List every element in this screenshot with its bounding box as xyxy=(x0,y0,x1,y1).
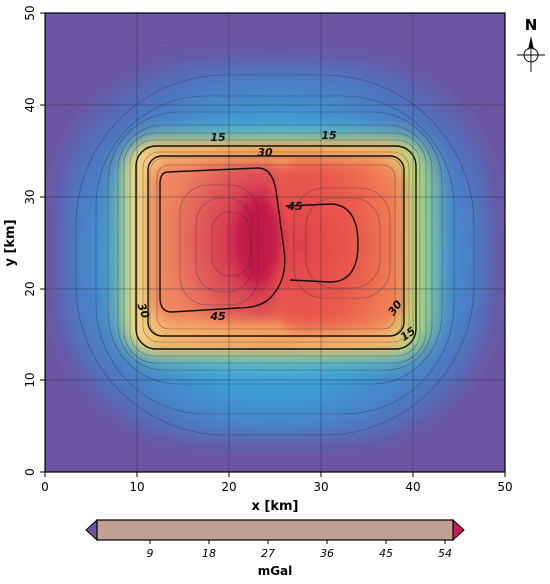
colorbar-bar xyxy=(96,519,454,541)
contour-label: 30 xyxy=(257,146,273,159)
colorbar-tick-label: 36 xyxy=(320,547,334,560)
contour-15 xyxy=(135,145,417,350)
x-tick-label: 30 xyxy=(313,480,328,494)
contour-45-left xyxy=(159,167,286,313)
contour-label: 15 xyxy=(210,131,226,144)
colorbar-tick-label: 54 xyxy=(438,547,452,560)
colorbar-ticks xyxy=(149,540,446,544)
x-tick-label: 20 xyxy=(221,480,236,494)
colorbar-unit-label: mGal xyxy=(258,564,293,578)
colorbar-tick-labels: 9 18 27 36 45 54 xyxy=(147,547,453,560)
compass-icon xyxy=(517,36,545,72)
colorbar-under-triangle xyxy=(85,518,98,542)
colorbar: 9 18 27 36 45 54 mGal xyxy=(85,518,465,578)
y-axis-title: y [km] xyxy=(3,219,18,266)
map-panel: 15 15 15 30 30 30 45 45 xyxy=(45,13,505,472)
y-tick-label: 10 xyxy=(23,372,37,387)
contour-30 xyxy=(147,155,405,337)
colorbar-tick-label: 9 xyxy=(147,547,154,560)
contour-label: 45 xyxy=(209,310,226,323)
y-tick-label: 20 xyxy=(23,281,37,296)
x-tick-label: 50 xyxy=(497,480,512,494)
colorbar-tick-label: 45 xyxy=(379,547,393,560)
major-contours xyxy=(135,145,417,350)
colorbar-tick-label: 27 xyxy=(261,547,275,560)
y-tick-label: 50 xyxy=(23,5,37,20)
grid-lines xyxy=(45,13,505,472)
axis-ticks xyxy=(40,12,506,477)
x-tick-label: 40 xyxy=(405,480,420,494)
x-tick-labels: 0 10 20 30 40 50 xyxy=(41,480,512,494)
x-axis-title: x [km] xyxy=(252,499,299,514)
minor-contours xyxy=(75,74,475,436)
y-tick-label: 0 xyxy=(23,468,37,476)
x-tick-label: 10 xyxy=(129,480,144,494)
y-tick-label: 40 xyxy=(23,97,37,112)
colorbar-tick-label: 18 xyxy=(202,547,216,560)
map-frame xyxy=(44,12,506,473)
anomaly-right-body xyxy=(272,160,404,330)
contour-45-right xyxy=(285,203,359,283)
contour-label: 45 xyxy=(286,200,303,213)
x-tick-label: 0 xyxy=(41,480,49,494)
contour-label: 15 xyxy=(321,129,337,142)
contour-label: 30 xyxy=(135,301,153,320)
north-label: N xyxy=(525,16,538,34)
colorbar-over-triangle xyxy=(452,518,465,542)
y-tick-labels: 0 10 20 30 40 50 xyxy=(23,5,37,475)
y-tick-label: 30 xyxy=(23,189,37,204)
north-arrow: N xyxy=(517,16,545,72)
